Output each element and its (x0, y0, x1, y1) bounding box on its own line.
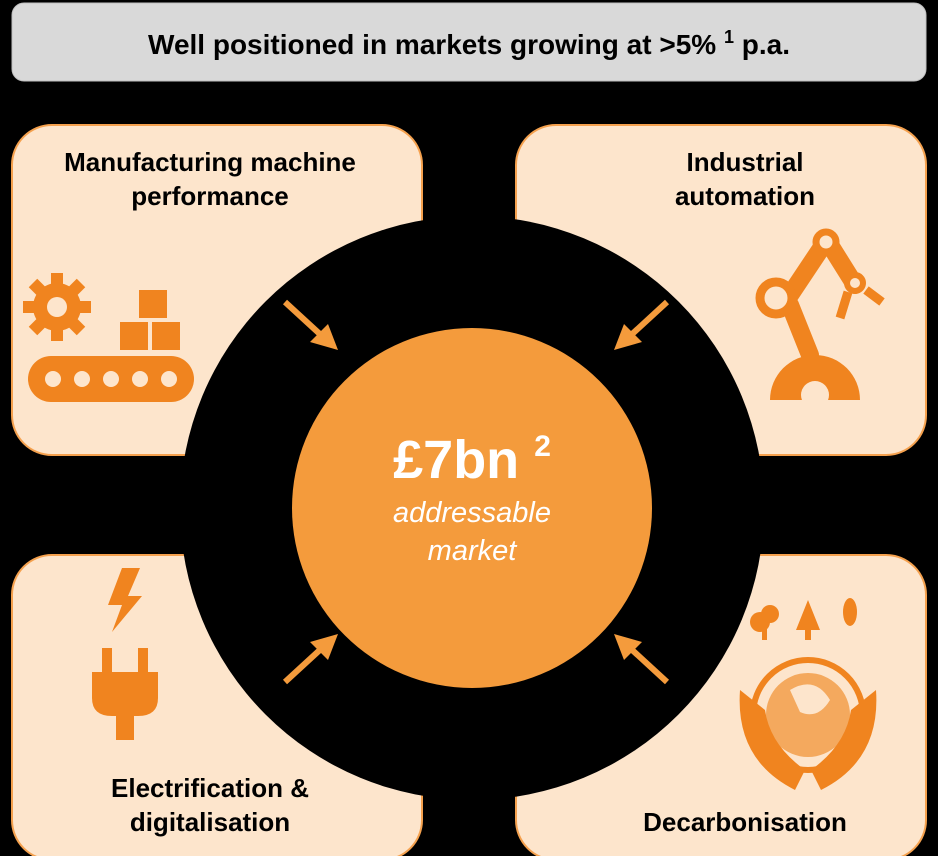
arrows (282, 299, 670, 685)
title-suffix: p.a. (742, 29, 790, 60)
quadrant-label: Industrial (686, 147, 803, 177)
arrow-head (310, 324, 338, 350)
center-circle (292, 328, 652, 688)
center-line: market (428, 535, 519, 567)
center-value-text: £7bn (393, 430, 519, 490)
arrow-head (614, 634, 642, 660)
quadrant-label: Decarbonisation (643, 807, 847, 837)
quadrant-label: Electrification & (111, 773, 309, 803)
icon-manufacturing (23, 273, 194, 402)
title: Well positioned in markets growing at >5… (148, 18, 790, 60)
quadrant-label: Manufacturing machine (64, 147, 356, 177)
icon-plug (92, 568, 158, 740)
arrow (627, 299, 670, 339)
center-line: addressable (393, 497, 551, 529)
title-footnote: 1 (724, 27, 734, 47)
arrow-head (614, 324, 642, 350)
quadrant-label: automation (675, 181, 815, 211)
center-value: £7bn 2 (393, 430, 551, 490)
quadrant-label: performance (131, 181, 289, 211)
arrow (282, 299, 325, 339)
title-box (11, 2, 927, 82)
icon-robot (755, 228, 885, 409)
center-footnote: 2 (534, 430, 551, 463)
quadrant-label: digitalisation (130, 807, 290, 837)
arrow (282, 645, 325, 685)
arrow-head (310, 634, 338, 660)
icon-earth (739, 598, 877, 790)
title-text: Well positioned in markets growing at >5… (148, 29, 716, 60)
arrow (627, 645, 670, 685)
